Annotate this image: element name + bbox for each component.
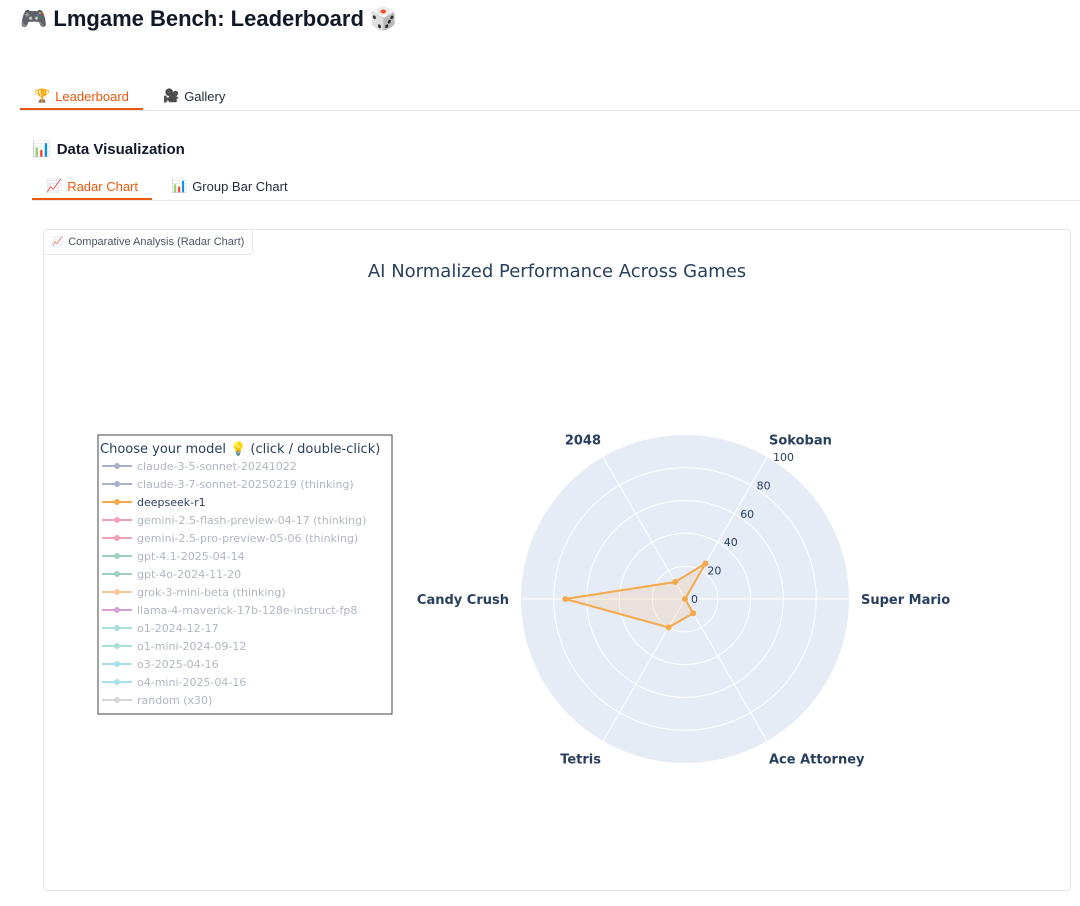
axis-label-sokoban: Sokoban xyxy=(769,434,832,449)
legend-swatch-dot xyxy=(114,499,120,505)
bar-chart-icon: 📊 xyxy=(32,140,51,158)
legend-item: o1-mini-2024-09-12 xyxy=(137,640,246,653)
main-tabs: 🏆 Leaderboard 🎥 Gallery xyxy=(20,84,1080,111)
legend-swatch-dot xyxy=(114,571,120,577)
legend-item: llama-4-maverick-17b-128e-instruct-fp8 xyxy=(137,604,357,617)
radial-tick-label: 60 xyxy=(740,508,754,521)
legend-swatch-dot xyxy=(114,661,120,667)
legend-item: o4-mini-2025-04-16 xyxy=(137,676,246,689)
axis-label-tetris: Tetris xyxy=(560,752,601,767)
radial-tick-label: 0 xyxy=(691,593,698,606)
tab-group-bar-chart-label: Group Bar Chart xyxy=(192,179,288,194)
legend-item: gpt-4.1-2025-04-14 xyxy=(137,550,245,563)
series-point xyxy=(665,624,672,631)
axis-label-super-mario: Super Mario xyxy=(861,593,950,608)
series-point xyxy=(690,610,697,617)
line-chart-icon: 📈 xyxy=(46,178,63,194)
series-point xyxy=(672,578,679,585)
panel-label-text: Comparative Analysis (Radar Chart) xyxy=(68,236,245,248)
tab-gallery-label: Gallery xyxy=(184,89,226,104)
axis-label-2048: 2048 xyxy=(565,434,601,449)
panel-label: 📈 Comparative Analysis (Radar Chart) xyxy=(44,230,254,255)
video-camera-icon: 🎥 xyxy=(163,89,180,104)
axis-spoke xyxy=(684,598,768,742)
legend-swatch-dot xyxy=(114,643,120,649)
chart-panel: 📈 Comparative Analysis (Radar Chart) AI … xyxy=(43,229,1071,891)
legend-swatch-dot xyxy=(114,535,120,541)
tab-group-bar-chart[interactable]: 📊 Group Bar Chart xyxy=(157,174,302,199)
legend-item: random (x30) xyxy=(137,694,212,707)
legend-swatch-dot xyxy=(114,697,120,703)
chart-tabs: 📈 Radar Chart 📊 Group Bar Chart xyxy=(32,174,1080,201)
chart-title: AI Normalized Performance Across Games xyxy=(368,261,746,282)
legend-item: o1-2024-12-17 xyxy=(137,622,219,635)
axis-spoke xyxy=(602,598,686,742)
series-point xyxy=(702,560,709,567)
legend-item: claude-3-5-sonnet-20241022 xyxy=(137,460,297,473)
radial-tick-label: 100 xyxy=(773,451,794,464)
legend-swatch-dot xyxy=(114,607,120,613)
series-point xyxy=(562,596,569,602)
radial-tick-label: 80 xyxy=(757,479,771,492)
legend-swatch-dot xyxy=(114,679,120,685)
axis-spoke xyxy=(602,456,686,600)
legend-item: claude-3-7-sonnet-20250219 (thinking) xyxy=(137,478,354,491)
legend-item: gemini-2.5-flash-preview-04-17 (thinking… xyxy=(137,514,366,527)
legend-item: grok-3-mini-beta (thinking) xyxy=(137,586,286,599)
series-point xyxy=(682,596,688,602)
radial-tick-label: 40 xyxy=(724,536,738,549)
tab-leaderboard[interactable]: 🏆 Leaderboard xyxy=(20,84,143,110)
chart-icon: 📈 xyxy=(52,237,64,247)
legend-box xyxy=(97,434,393,715)
legend-title: Choose your model 💡 (click / double-clic… xyxy=(100,441,380,457)
legend-item: gemini-2.5-pro-preview-05-06 (thinking) xyxy=(137,532,358,545)
legend-item: deepseek-r1 xyxy=(137,496,206,509)
legend-swatch-dot xyxy=(114,463,120,469)
dice-icon: 🎲 xyxy=(369,6,398,32)
radial-tick-label: 20 xyxy=(707,565,721,578)
game-controller-icon: 🎮 xyxy=(20,6,48,32)
bar-chart-icon: 📊 xyxy=(171,179,188,194)
page-title-text: Lmgame Bench: Leaderboard xyxy=(53,6,364,31)
radar-chart: AI Normalized Performance Across Games 0 2… xyxy=(97,261,950,767)
legend-swatch-dot xyxy=(114,481,120,487)
page-title: 🎮 Lmgame Bench: Leaderboard 🎲 xyxy=(20,6,397,32)
section-title-text: Data Visualization xyxy=(56,140,185,158)
legend-swatch-dot xyxy=(114,625,120,631)
legend-item: o3-2025-04-16 xyxy=(137,658,219,671)
legend-item: gpt-4o-2024-11-20 xyxy=(137,568,241,581)
legend-swatch-dot xyxy=(114,553,120,559)
tab-leaderboard-label: Leaderboard xyxy=(55,88,129,104)
axis-label-ace-attorney: Ace Attorney xyxy=(769,752,865,767)
section-title: 📊 Data Visualization xyxy=(32,140,185,158)
trophy-icon: 🏆 xyxy=(34,88,51,104)
legend-swatch-dot xyxy=(114,517,120,523)
tab-radar-chart[interactable]: 📈 Radar Chart xyxy=(32,174,152,200)
tab-radar-chart-label: Radar Chart xyxy=(67,178,138,194)
tab-gallery[interactable]: 🎥 Gallery xyxy=(149,84,239,109)
axis-label-candy-crush: Candy Crush xyxy=(417,593,509,608)
legend-swatch-dot xyxy=(114,589,120,595)
